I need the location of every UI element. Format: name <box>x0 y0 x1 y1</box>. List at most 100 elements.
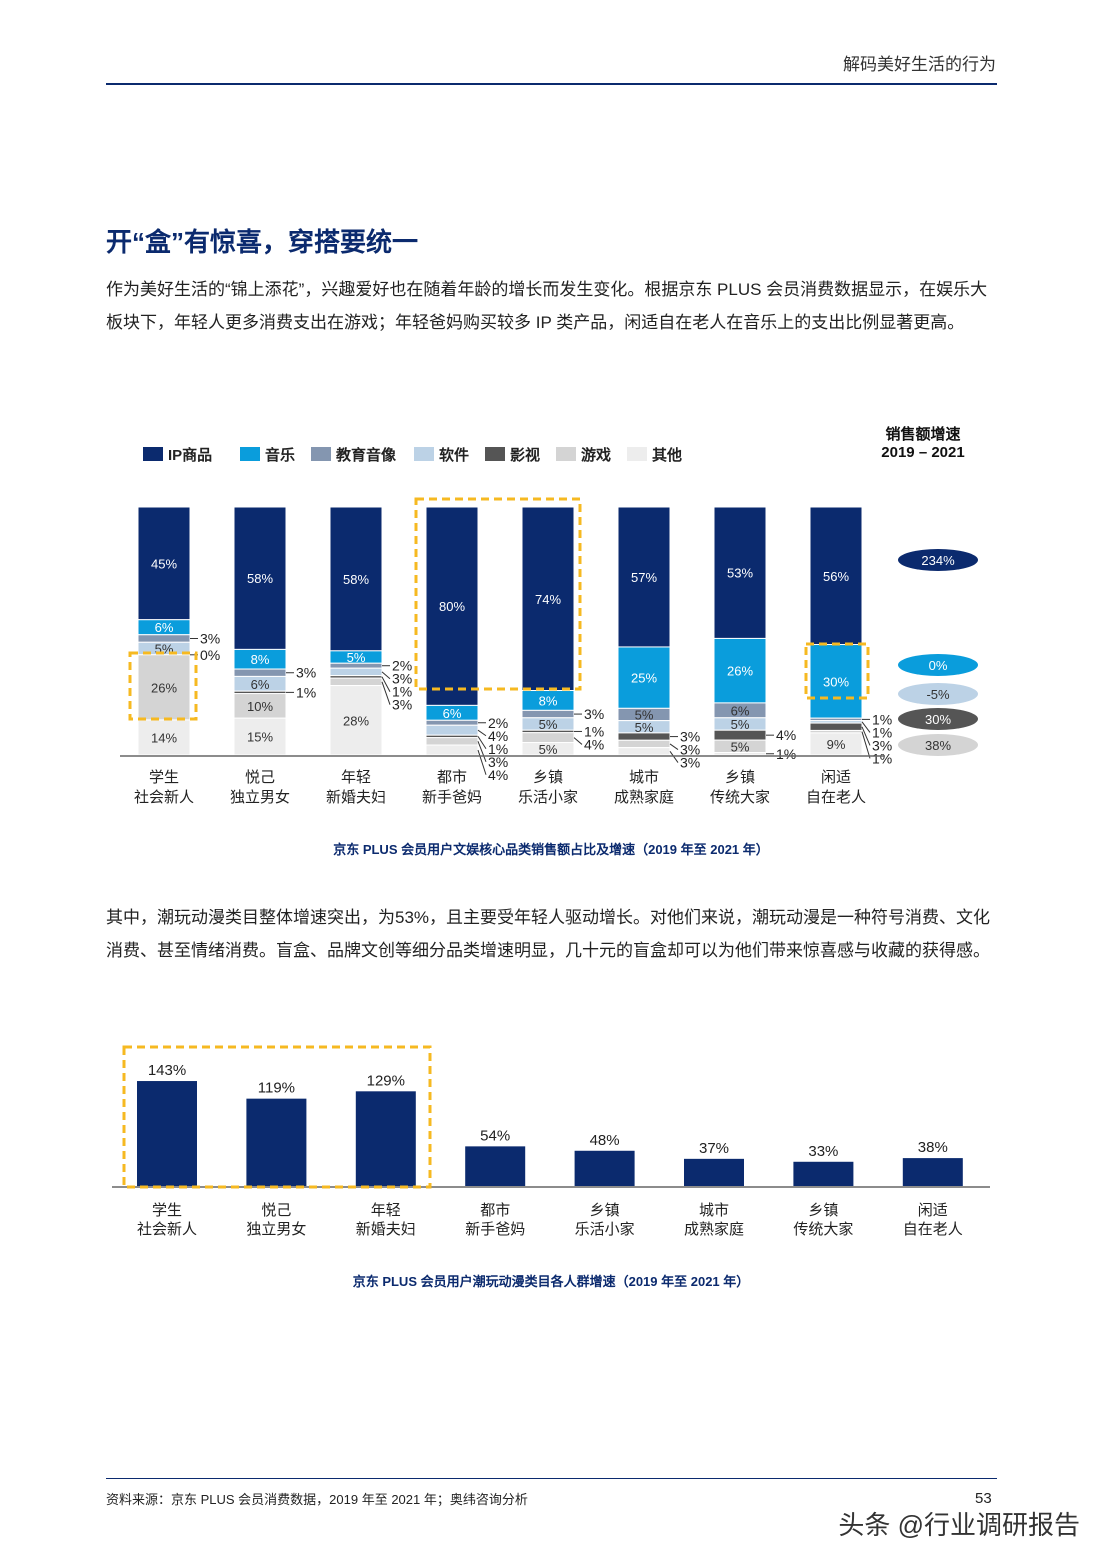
growth-label: -5% <box>926 687 950 702</box>
category-label: 新婚夫妇 <box>356 1221 416 1238</box>
segment-label: 8% <box>251 652 270 667</box>
bar-segment <box>233 717 287 756</box>
leader-line <box>477 736 487 750</box>
leader-line <box>861 721 871 733</box>
legend-swatch <box>485 447 505 461</box>
category-label: 自在老人 <box>903 1221 963 1238</box>
segment-label: 28% <box>343 713 369 728</box>
growth-pill <box>898 708 978 730</box>
legend-swatch <box>627 447 647 461</box>
leader-line <box>669 743 679 750</box>
value-label: 37% <box>699 1140 729 1157</box>
leader-line <box>477 741 487 762</box>
segment-label: 3% <box>200 631 220 647</box>
category-label: 都市 <box>437 769 467 786</box>
second-paragraph: 其中，潮玩动漫类目整体增速突出，为53%，且主要受年轻人驱动增长。对他们来说，潮… <box>106 908 991 960</box>
value-label: 33% <box>808 1143 838 1160</box>
category-label: 成熟家庭 <box>684 1221 744 1238</box>
category-label: 悦己 <box>261 1202 291 1219</box>
growth-label: 234% <box>921 553 955 568</box>
category-label: 新手爸妈 <box>465 1221 525 1238</box>
growth-pill <box>898 734 978 756</box>
chart2-caption: 京东 PLUS 会员用户潮玩动漫类目各人群增速（2019 年至 2021 年） <box>352 1274 750 1289</box>
leader-line <box>381 676 391 692</box>
growth-pill <box>898 654 978 676</box>
value-label: 119% <box>258 1080 295 1097</box>
bar-segment <box>137 506 191 621</box>
bar <box>902 1158 963 1186</box>
segment-label: 53% <box>727 566 753 581</box>
bar-segment <box>329 685 383 756</box>
segment-label: 4% <box>776 727 796 743</box>
segment-label: 56% <box>823 569 849 584</box>
bar-segment <box>137 719 191 756</box>
category-label: 城市 <box>629 769 659 786</box>
segment-label: 1% <box>872 750 892 766</box>
category-label: 社会新人 <box>137 1221 197 1238</box>
bar-segment <box>329 506 383 652</box>
bar-segment <box>809 722 863 731</box>
bar <box>465 1146 526 1186</box>
category-label: 独立男女 <box>230 788 290 806</box>
segment-label: 1% <box>584 723 604 739</box>
category-label: 年轻 <box>341 769 371 786</box>
value-label: 38% <box>918 1139 948 1156</box>
segment-label: 3% <box>680 742 700 758</box>
bar-segment <box>809 732 863 756</box>
bar-segment <box>329 667 383 677</box>
segment-label: 3% <box>392 697 412 713</box>
growth-title: 销售额增速 <box>885 425 960 443</box>
segment-label: 3% <box>296 665 316 681</box>
category-label: 新手爸妈 <box>422 789 482 806</box>
bar-segment <box>233 668 287 677</box>
segment-label: 3% <box>680 729 700 745</box>
bar-segment <box>617 732 671 741</box>
category-label: 社会新人 <box>134 789 194 806</box>
chart1-caption: 京东 PLUS 会员用户文娱核心品类销售额占比及增速（2019 年至 2021 … <box>333 842 769 857</box>
value-label: 129% <box>367 1072 405 1089</box>
leader-line <box>573 737 583 745</box>
legend-label: 教育音像 <box>335 446 397 464</box>
segment-label: 14% <box>151 730 177 745</box>
category-label: 乐活小家 <box>575 1221 635 1238</box>
segment-label: 5% <box>539 717 558 732</box>
segment-label: 1% <box>872 711 892 727</box>
highlight-box <box>128 651 198 721</box>
bar-segment <box>137 654 191 721</box>
category-label: 闲适 <box>821 769 851 786</box>
category-label: 独立男女 <box>246 1220 306 1238</box>
segment-label: 1% <box>872 724 892 740</box>
category-label: 悦己 <box>245 769 275 786</box>
category-label: 传统大家 <box>793 1221 853 1238</box>
segment-label: 6% <box>731 703 750 718</box>
category-label: 年轻 <box>371 1202 401 1219</box>
bar-segment <box>617 739 671 749</box>
segment-label: 58% <box>343 572 369 587</box>
bar <box>684 1158 744 1186</box>
value-label: 143% <box>148 1062 186 1079</box>
category-label: 学生 <box>152 1202 182 1219</box>
bar-segment <box>617 646 671 709</box>
segment-label: 6% <box>251 677 270 692</box>
bar <box>793 1161 854 1186</box>
segment-label: 2% <box>488 715 508 731</box>
value-label: 54% <box>480 1127 510 1144</box>
bar-segment <box>425 724 479 736</box>
segment-label: 3% <box>584 706 604 722</box>
category-label: 新婚夫妇 <box>326 789 386 806</box>
segment-label: 6% <box>443 706 462 721</box>
segment-label: 26% <box>727 664 753 679</box>
segment-label: 6% <box>155 620 174 635</box>
watermark: 头条 @行业调研报告 <box>838 1510 1080 1540</box>
category-label: 自在老人 <box>806 789 866 806</box>
segment-label: 15% <box>247 730 273 745</box>
bar-segment <box>809 506 863 646</box>
segment-label: 8% <box>539 693 558 708</box>
segment-label: 45% <box>151 556 177 571</box>
legend-swatch <box>556 447 576 461</box>
value-label: 48% <box>590 1132 620 1149</box>
growth-label: 0% <box>929 658 948 673</box>
segment-label: 1% <box>296 684 316 700</box>
